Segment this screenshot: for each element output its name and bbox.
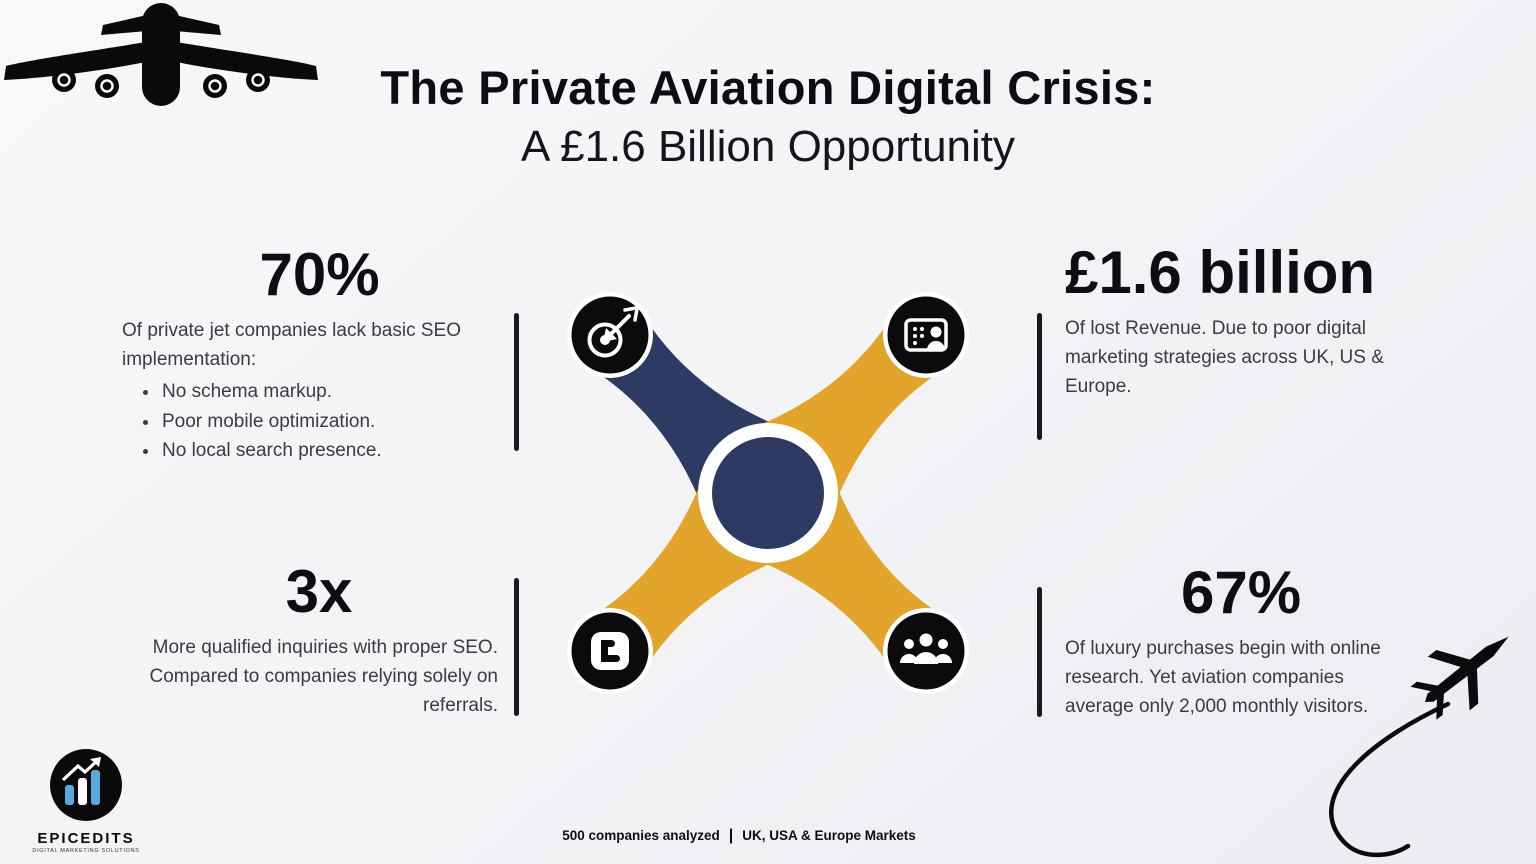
footer-analysis: 500 companies analyzed [562, 828, 720, 843]
center-circle [712, 437, 824, 549]
seo-crisis-diagram [567, 292, 969, 694]
stat-lost-revenue-value: £1.6 billion [1065, 239, 1376, 306]
airplane-side-icon [1410, 636, 1509, 720]
title-line2: A £1.6 Billion Opportunity [520, 122, 1016, 171]
epicedits-logo-icon [50, 749, 122, 821]
bullet-item: No schema markup. [160, 377, 517, 406]
stat-seo-gap: 70% Of private jet companies lack basic … [122, 243, 517, 465]
stat-online-research: 67% Of luxury purchases begin with onlin… [1065, 561, 1417, 722]
stat-inquiries-description: More qualified inquiries with proper SEO… [149, 636, 498, 717]
stat-online-research-description: Of luxury purchases begin with online re… [1065, 637, 1381, 718]
stat-seo-gap-description: Of private jet companies lack basic SEO … [122, 319, 461, 371]
stat-inquiries: 3x More qualified inquiries with proper … [140, 560, 498, 721]
bullet-item: No local search presence. [160, 436, 517, 465]
target-dart-icon [587, 306, 639, 358]
bullet-item: Poor mobile optimization. [160, 407, 517, 436]
airliner-top-view-icon [4, 3, 318, 106]
title-line1: The Private Aviation Digital Crisis: [380, 61, 1156, 114]
stat-inquiries-value: 3x [285, 558, 353, 625]
divider-top-left [514, 313, 519, 451]
badge-blogger [567, 608, 653, 694]
footer-note: 500 companies analyzed | UK, USA & Europe … [0, 827, 1478, 845]
blogger-icon [591, 632, 629, 670]
footer-markets: UK, USA & Europe Markets [742, 828, 916, 843]
logo-name: EPICEDITS [37, 830, 135, 847]
stat-lost-revenue-description: Of lost Revenue. Due to poor digital mar… [1065, 317, 1384, 398]
logo-tagline: DIGITAL MARKETING SOLUTIONS [32, 848, 140, 854]
contrail-path [1329, 701, 1451, 858]
stat-seo-gap-bullets: No schema markup. Poor mobile optimizati… [122, 377, 517, 465]
badge-card [883, 292, 969, 378]
epicedits-logo: EPICEDITS DIGITAL MARKETING SOLUTIONS [28, 748, 144, 854]
airplane-trail-graphic [1329, 636, 1509, 858]
badge-people [883, 608, 969, 694]
business-card-icon [904, 318, 948, 352]
page-title: The Private Aviation Digital Crisis: A £… [0, 60, 1536, 172]
divider-top-right [1037, 313, 1042, 440]
stat-online-research-value: 67% [1180, 559, 1302, 626]
divider-bottom-left [514, 578, 519, 716]
badge-target [567, 292, 653, 378]
footer-separator: | [728, 827, 734, 844]
divider-bottom-right [1037, 587, 1042, 717]
stat-lost-revenue: £1.6 billion Of lost Revenue. Due to poo… [1065, 241, 1420, 402]
stat-seo-gap-value: 70% [259, 241, 380, 308]
people-group-icon [900, 633, 952, 664]
